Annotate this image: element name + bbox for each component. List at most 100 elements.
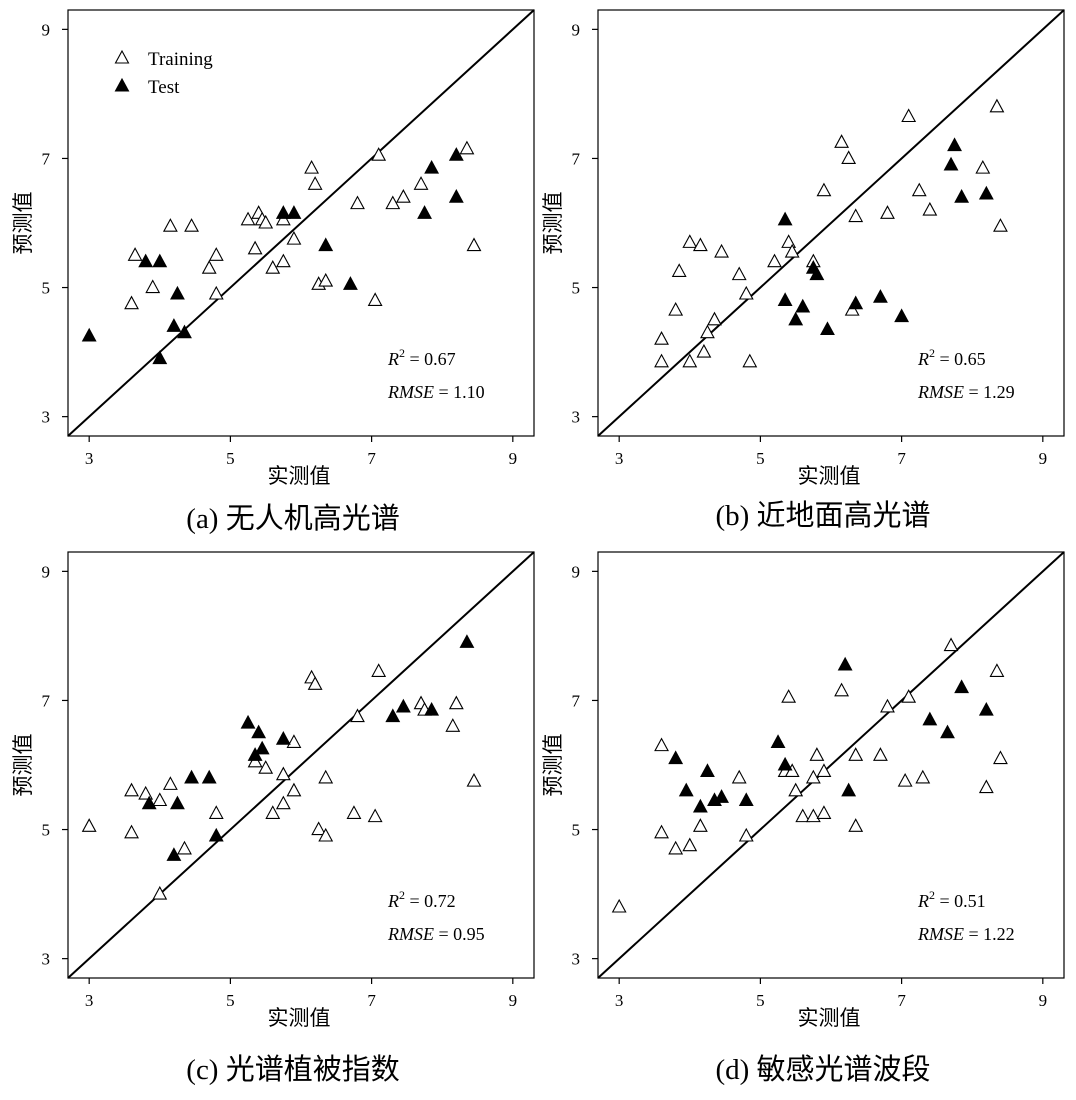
x-tick-label: 7 [367,991,376,1010]
rmse-statistic: RMSE = 1.10 [387,382,485,402]
training-point [848,208,864,223]
test-point [177,324,192,339]
training-point [841,150,857,165]
training-point [654,331,669,345]
training-point [692,818,708,832]
test-point [777,756,793,771]
panel-a: 3 5 7 9 3 5 7 9 实测值 预测值 (a) 无人机高光谱 R2 = 0.67 RMSE = … [11,9,535,535]
panel-b: 3 5 7 9 3 5 7 9 实测值 预测值 (b) 近地面高光谱 R2 = 0.65 RMSE = … [541,9,1065,532]
training-point [784,243,800,258]
training-point [897,772,913,787]
training-point [668,840,684,855]
training-point [805,808,821,823]
x-tick-label: 5 [226,991,235,1010]
test-point [275,205,291,219]
training-point [81,818,97,832]
test-point [240,714,256,729]
training-point [127,247,143,261]
training-point [413,176,429,190]
training-point [184,218,199,232]
y-tick-label: 7 [42,149,51,168]
x-tick-label: 9 [1039,449,1048,468]
training-point [307,176,323,190]
training-point [682,234,698,248]
training-point [731,266,747,281]
training-point [247,240,263,255]
test-point [788,311,804,326]
test-point [678,782,694,797]
training-point [989,98,1005,113]
y-tick-label: 5 [42,821,51,840]
test-point [448,147,464,161]
y-tick-label: 9 [572,20,581,39]
reference-line-1to1 [597,551,1065,979]
test-point [894,308,910,323]
test-point [166,318,182,332]
training-point [816,182,832,197]
training-point [993,218,1008,232]
training-point [258,760,274,774]
training-point [466,772,482,787]
training-point [304,159,320,174]
test-point [848,295,864,310]
training-point [346,805,362,819]
training-point [738,285,754,300]
training-point [848,747,864,761]
test-point [448,189,464,203]
training-point [307,676,323,690]
training-point [714,243,729,258]
training-point [208,805,224,819]
r2-statistic: R2 = 0.72 [387,888,456,911]
rmse-statistic: RMSE = 1.29 [917,382,1015,402]
test-point [809,266,825,281]
training-point [124,782,139,797]
test-point [275,731,291,745]
y-tick-label: 9 [42,562,51,581]
training-point [692,237,708,252]
training-point [993,750,1008,765]
test-point [940,724,955,739]
training-point [258,214,274,229]
y-tick-label: 7 [572,691,581,710]
r2-statistic: R2 = 0.51 [917,888,986,911]
test-point [692,798,708,813]
test-point [395,698,411,713]
training-point [286,734,302,748]
training-point [611,898,627,913]
training-point [318,827,334,842]
training-point [152,885,168,900]
training-point [371,663,387,677]
reference-line-1to1 [67,551,535,979]
test-point [152,253,168,268]
r2-statistic: R2 = 0.65 [917,346,986,369]
y-tick-label: 9 [572,562,581,581]
training-point [275,253,291,268]
training-point [286,782,302,797]
test-point [201,769,217,784]
training-point [466,237,482,252]
x-axis-label: 实测值 [798,1006,861,1030]
training-point [367,808,383,823]
rmse-statistic: RMSE = 1.22 [917,924,1015,944]
test-point [170,285,185,300]
y-tick-label: 5 [572,821,581,840]
x-tick-label: 9 [509,449,518,468]
legend-training-marker [114,49,130,64]
training-point [915,769,931,784]
plot-frame [67,9,535,437]
training-point [654,824,669,839]
training-point [911,182,927,197]
test-point [777,292,793,307]
test-point [738,792,754,807]
y-axis-label: 预测值 [541,192,565,255]
x-tick-label: 5 [226,449,235,468]
legend-training-label: Training [148,49,213,70]
plot-frame [67,551,535,979]
test-point [254,740,270,755]
test-point [138,253,154,268]
training-point [848,818,864,832]
training-point [448,695,464,710]
test-point [184,769,199,784]
y-tick-label: 7 [42,691,51,710]
test-point [424,159,440,174]
